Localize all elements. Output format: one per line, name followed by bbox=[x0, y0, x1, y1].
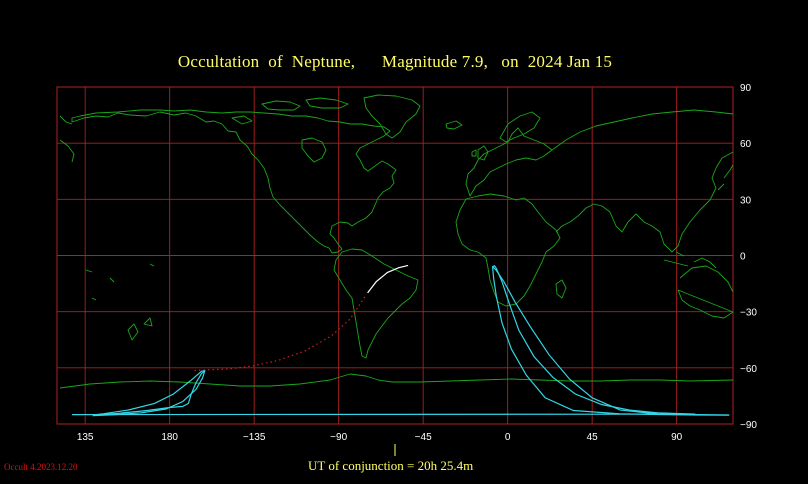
coastline-arctic-islands bbox=[231, 97, 349, 125]
lon-tick-label: −135 bbox=[243, 432, 266, 443]
coastline-russia-east bbox=[59, 115, 75, 163]
lat-tick-label: −90 bbox=[740, 420, 757, 431]
map-title: Occultation of Neptune, Magnitude 7.9, o… bbox=[177, 52, 613, 71]
coastline-asia bbox=[551, 109, 734, 253]
lon-tick-label: 180 bbox=[161, 432, 178, 443]
lon-tick-label: −90 bbox=[330, 432, 347, 443]
occultation-paths bbox=[71, 264, 730, 417]
version-label: Occult 4.2023.12.20 bbox=[4, 462, 78, 472]
path-limit-south-limit bbox=[492, 266, 730, 416]
coastline-greenland bbox=[363, 94, 421, 139]
coastline-new-zealand bbox=[127, 317, 153, 341]
lon-tick-label: 45 bbox=[587, 432, 599, 443]
lat-tick-label: 90 bbox=[740, 83, 752, 94]
coastline-madagascar bbox=[555, 279, 567, 299]
coastline-british-isles bbox=[471, 145, 489, 161]
lon-tick-label: 135 bbox=[77, 432, 94, 443]
lat-lon-grid bbox=[57, 87, 733, 424]
ut-conjunction-label: UT of conjunction = 20h 25.4m bbox=[308, 458, 474, 473]
lon-tick-label: −45 bbox=[415, 432, 432, 443]
coastline-iceland bbox=[445, 120, 463, 130]
lat-tick-label: 0 bbox=[740, 252, 746, 263]
coastline-scandinavia bbox=[499, 111, 541, 143]
coastline-europe bbox=[465, 127, 553, 197]
lon-tick-label: 90 bbox=[671, 432, 683, 443]
lon-tick-label: 0 bbox=[505, 432, 511, 443]
path-limit-north-limit bbox=[71, 265, 730, 416]
coastline-north-america bbox=[71, 109, 397, 254]
coastline-africa bbox=[455, 193, 561, 307]
coastline-australia bbox=[677, 265, 734, 319]
path-dotted-arc bbox=[194, 296, 366, 371]
path-central-line bbox=[367, 264, 409, 294]
coastline-south-america bbox=[333, 248, 419, 359]
coastline-hudson-bay bbox=[301, 137, 327, 163]
lat-tick-label: 60 bbox=[740, 139, 752, 150]
axis-labels: 135 180 −135 −90 −45 0 45 90 90 60 30 0 −30 −60 −90 bbox=[77, 83, 758, 443]
coastline-pacific-islands bbox=[85, 263, 155, 301]
coastline-antarctica bbox=[59, 373, 734, 389]
lat-tick-label: −30 bbox=[740, 308, 757, 319]
path-limit-west-lobe_b bbox=[92, 370, 206, 416]
coastlines bbox=[59, 94, 734, 389]
coastline-indonesia bbox=[663, 251, 717, 269]
lat-tick-label: −60 bbox=[740, 364, 757, 375]
lat-tick-label: 30 bbox=[740, 195, 752, 206]
coastline-japan bbox=[717, 164, 734, 191]
